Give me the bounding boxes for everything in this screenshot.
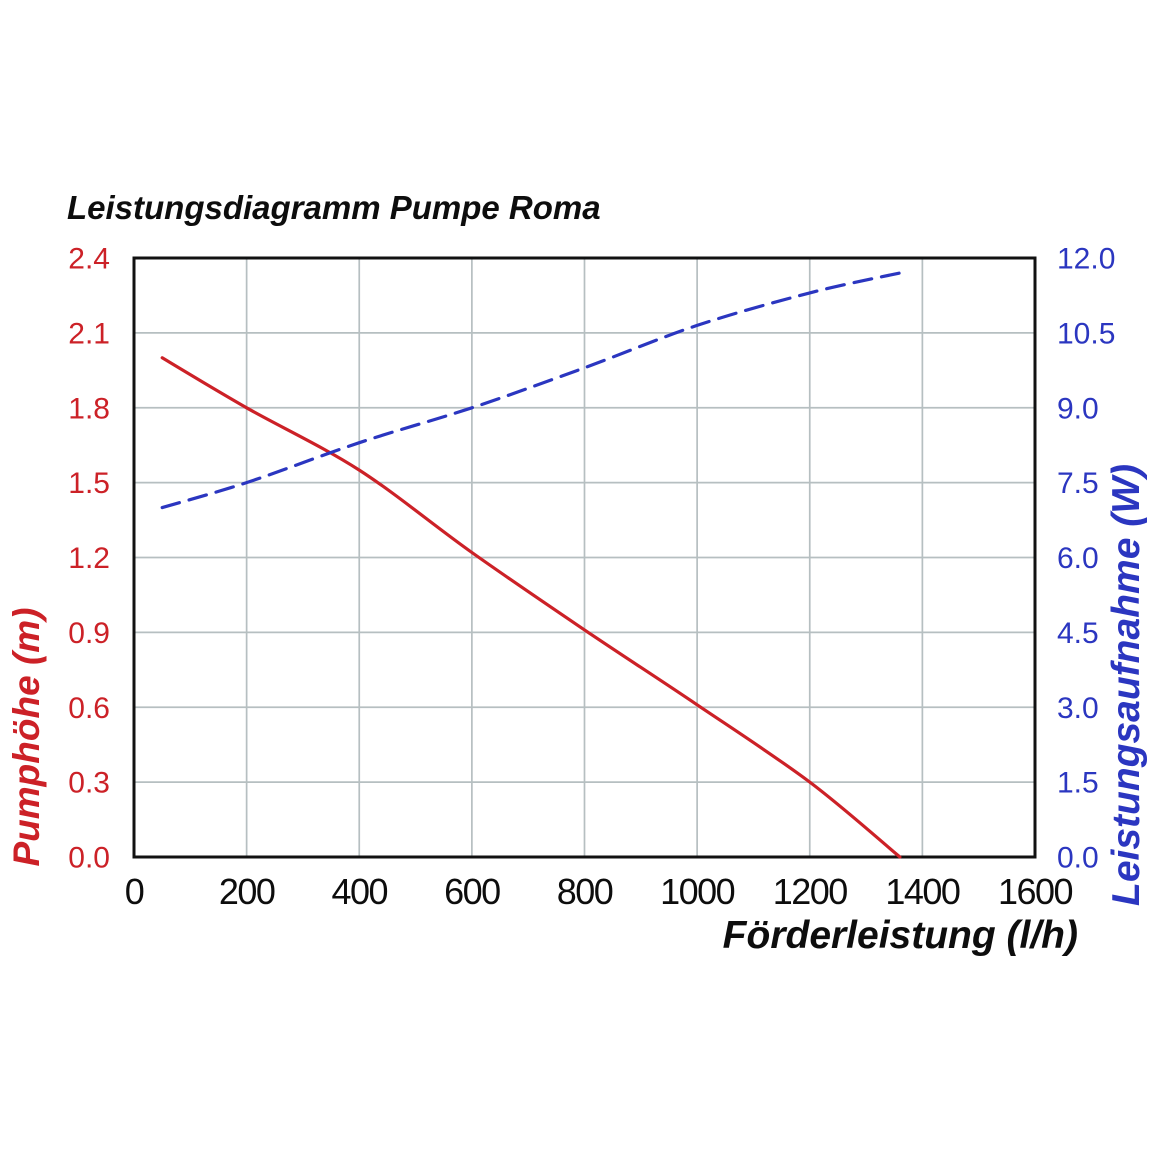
- x-tick-labels: 0 200 400 600 800 1000 1200 1400 1600: [125, 871, 1074, 912]
- x-axis-label: Förderleistung (l/h): [722, 914, 1078, 957]
- right-tick-label: 1.5: [1057, 767, 1099, 800]
- right-tick-label: 0.0: [1057, 842, 1099, 875]
- pump-head-curve: [160, 356, 902, 859]
- right-tick-label: 6.0: [1057, 542, 1099, 575]
- left-tick-label: 2.1: [68, 317, 110, 350]
- right-tick-label: 4.5: [1057, 617, 1099, 650]
- left-tick-label: 1.5: [68, 467, 110, 500]
- left-tick-label: 0.3: [68, 767, 110, 800]
- left-tick-label: 0.9: [68, 617, 110, 650]
- x-tick-label: 600: [444, 871, 500, 912]
- right-tick-label: 9.0: [1057, 392, 1099, 425]
- x-tick-label: 1600: [998, 871, 1073, 912]
- right-tick-label: 3.0: [1057, 692, 1099, 725]
- left-tick-label: 1.8: [68, 392, 110, 425]
- grid-lines: [134, 258, 1035, 857]
- x-tick-label: 0: [125, 871, 144, 912]
- right-axis-label: Leistungsaufnahme (W): [1105, 463, 1148, 907]
- x-tick-label: 800: [557, 871, 613, 912]
- chart-title: Leistungsdiagramm Pumpe Roma: [67, 189, 601, 226]
- left-tick-label: 0.6: [68, 692, 110, 725]
- left-tick-label: 1.2: [68, 542, 110, 575]
- left-tick-label: 0.0: [68, 842, 110, 875]
- x-tick-label: 400: [331, 871, 387, 912]
- x-tick-label: 200: [219, 871, 275, 912]
- right-tick-label: 10.5: [1057, 317, 1115, 350]
- right-tick-label: 7.5: [1057, 467, 1099, 500]
- x-tick-label: 1200: [773, 871, 848, 912]
- plot-border: [132, 256, 1037, 859]
- right-tick-labels: 0.0 1.5 3.0 4.5 6.0 7.5 9.0 10.5 12.0: [1057, 243, 1115, 875]
- left-axis-label: Pumphöhe (m): [6, 607, 47, 867]
- left-tick-label: 2.4: [68, 243, 110, 276]
- x-tick-label: 1400: [885, 871, 960, 912]
- left-tick-labels: 0.0 0.3 0.6 0.9 1.2 1.5 1.8 2.1 2.4: [68, 243, 110, 875]
- x-tick-label: 1000: [660, 871, 735, 912]
- right-tick-label: 12.0: [1057, 243, 1115, 276]
